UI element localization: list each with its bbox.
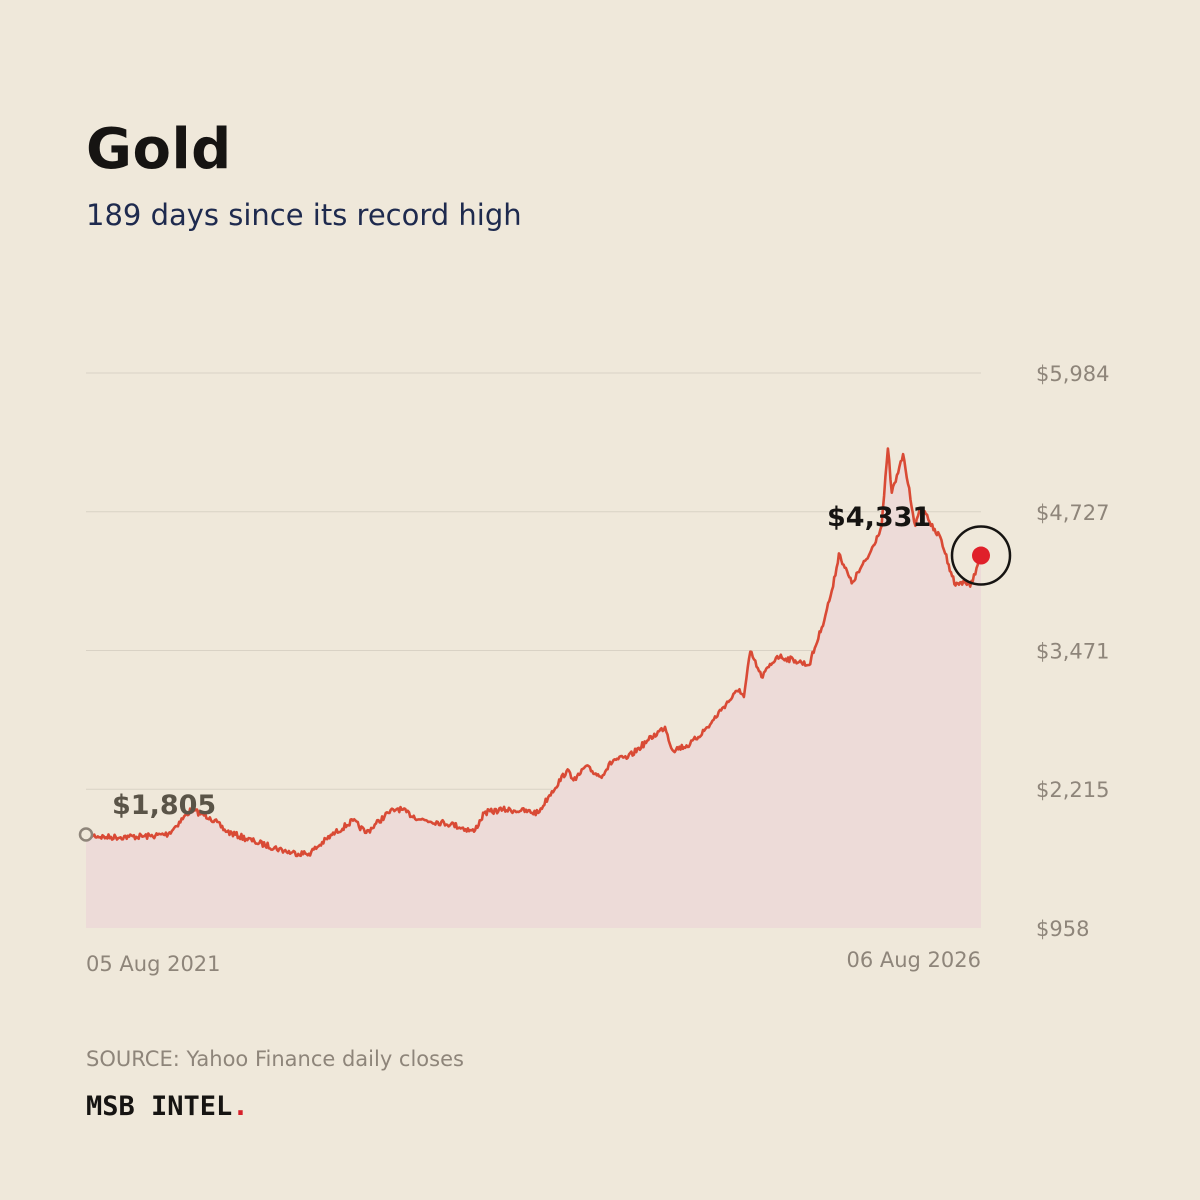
chart-title: Gold (86, 117, 232, 182)
y-tick-label: $958 (1036, 917, 1089, 941)
current-marker-ring (950, 525, 1012, 586)
x-tick-label: 06 Aug 2026 (846, 948, 981, 972)
y-axis-ticks: $958 $2,215 $3,471 $4,727 $5,984 (1036, 362, 1109, 941)
chart-subtitle: 189 days since its record high (86, 198, 522, 232)
y-tick-label: $5,984 (1036, 362, 1109, 386)
brand-name: MSB INTEL (86, 1091, 233, 1122)
y-tick-label: $4,727 (1036, 501, 1109, 525)
x-tick-label: 05 Aug 2021 (86, 952, 221, 976)
markers: $1,805 $4,331 (78, 502, 1012, 842)
x-axis-ticks: 05 Aug 2021 06 Aug 2026 (86, 948, 981, 976)
start-value-label: $1,805 (112, 790, 216, 821)
y-tick-label: $2,215 (1036, 778, 1109, 802)
price-line (84, 447, 983, 858)
start-marker (78, 827, 94, 842)
brand-dot: . (232, 1091, 249, 1122)
y-tick-label: $3,471 (1036, 640, 1109, 664)
source-note: SOURCE: Yahoo Finance daily closes (86, 1047, 464, 1071)
current-marker (972, 546, 990, 565)
price-area (86, 448, 981, 928)
brand-logo: MSB INTEL. (86, 1093, 249, 1120)
current-value-label: $4,331 (827, 502, 931, 533)
